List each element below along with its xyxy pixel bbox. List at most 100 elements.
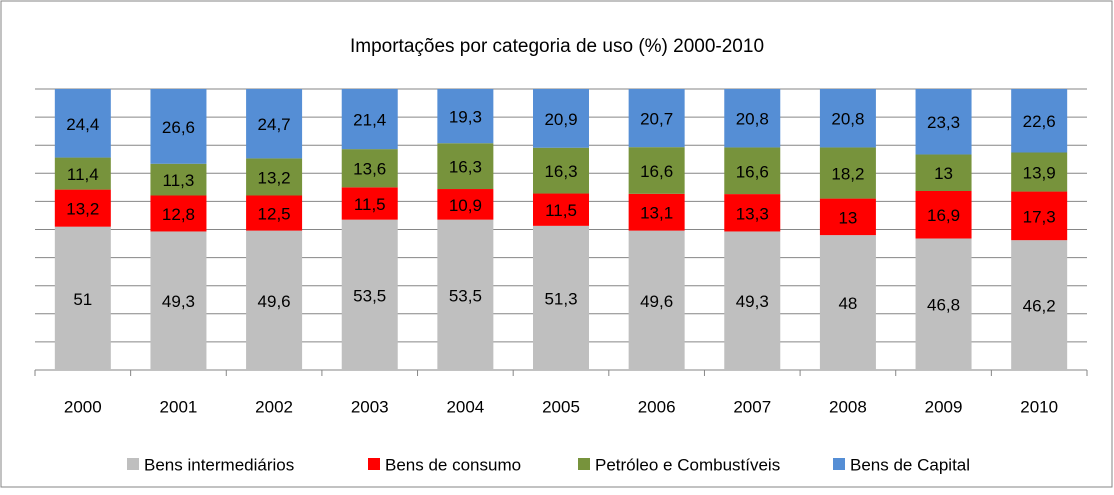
data-label: 13,2 <box>66 200 99 219</box>
bar-segment <box>533 147 589 194</box>
bar-segment <box>437 143 494 190</box>
data-label: 20,8 <box>831 110 864 129</box>
legend-label: Bens intermediários <box>144 455 294 474</box>
bar-segment <box>150 231 207 370</box>
bar-segment <box>246 195 303 231</box>
x-tick-label: 2010 <box>1020 397 1058 416</box>
bar-segment <box>437 219 494 370</box>
bar-segment <box>915 191 972 239</box>
bar-segment <box>915 238 972 370</box>
bar-segment <box>724 194 781 232</box>
bar-segment <box>1011 152 1068 192</box>
x-tick-label: 2009 <box>925 397 963 416</box>
data-label: 13,1 <box>640 204 673 223</box>
data-label: 20,9 <box>544 110 577 129</box>
bar-segment <box>246 158 303 196</box>
bar-segment <box>150 163 207 196</box>
bar-segment <box>819 89 876 148</box>
data-label: 26,6 <box>162 118 195 137</box>
x-tick-label: 2001 <box>160 397 198 416</box>
data-label: 17,3 <box>1023 207 1056 226</box>
bar-segment <box>54 157 111 190</box>
bar-segment <box>246 230 303 370</box>
data-label: 53,5 <box>449 286 482 305</box>
data-label: 51,3 <box>544 289 577 308</box>
data-label: 11,4 <box>67 165 99 184</box>
legend-swatch <box>127 458 139 470</box>
data-label: 11,5 <box>545 201 577 220</box>
x-tick-label: 2005 <box>542 397 580 416</box>
bar-segment <box>724 231 781 370</box>
data-label: 12,8 <box>162 205 195 224</box>
bar-segment <box>533 89 589 148</box>
bar-segment <box>628 89 685 148</box>
data-label: 46,8 <box>927 296 960 315</box>
data-label: 46,2 <box>1023 297 1056 316</box>
bar-segment <box>54 189 111 227</box>
bar-segment <box>150 89 207 164</box>
bar-segment <box>819 235 876 370</box>
data-label: 13 <box>838 208 857 227</box>
bar-segment <box>341 89 398 150</box>
data-label: 21,4 <box>353 111 386 130</box>
data-label: 13,9 <box>1023 164 1056 183</box>
x-tick-label: 2000 <box>64 397 102 416</box>
data-label: 12,5 <box>258 205 291 224</box>
bar-segment <box>54 226 111 370</box>
bar-segment <box>1011 240 1068 370</box>
legend-swatch <box>578 458 590 470</box>
bar-segment <box>628 147 685 194</box>
bar-segment <box>341 149 398 188</box>
bar-segment <box>724 89 781 148</box>
legend-label: Bens de consumo <box>385 455 521 474</box>
data-label: 49,3 <box>162 292 195 311</box>
x-tick-label: 2002 <box>255 397 293 416</box>
data-label: 53,5 <box>353 286 386 305</box>
data-label: 51 <box>73 290 92 309</box>
data-label: 16,3 <box>449 158 482 177</box>
data-label: 11,5 <box>354 195 386 214</box>
data-label: 13,6 <box>353 160 386 179</box>
bar-segment <box>341 187 398 220</box>
bar-segment <box>628 230 685 370</box>
bar-segment <box>819 147 876 199</box>
bar-segment <box>1011 89 1068 153</box>
data-label: 49,3 <box>736 292 769 311</box>
bar-segment <box>819 198 876 236</box>
bar-segment <box>724 147 781 195</box>
x-tick-label: 2006 <box>638 397 676 416</box>
legend-swatch <box>368 458 380 470</box>
chart-title: Importações por categoria de uso (%) 200… <box>350 36 764 57</box>
legend-label: Petróleo e Combustíveis <box>595 455 780 474</box>
bar-segment <box>246 89 303 159</box>
x-tick-label: 2004 <box>446 397 484 416</box>
legend-swatch <box>833 458 845 470</box>
data-label: 23,3 <box>927 113 960 132</box>
data-label: 16,6 <box>640 162 673 181</box>
bar-segment <box>533 225 589 370</box>
bar-segment <box>628 193 685 231</box>
bar-segment <box>915 154 972 192</box>
data-label: 16,9 <box>927 206 960 225</box>
bar-segment <box>437 189 494 220</box>
bar-segment <box>1011 191 1068 241</box>
x-tick-label: 2008 <box>829 397 867 416</box>
x-tick-label: 2003 <box>351 397 389 416</box>
bar-segment <box>341 219 398 370</box>
data-label: 13,3 <box>736 204 769 223</box>
data-label: 19,3 <box>449 108 482 127</box>
data-label: 24,7 <box>258 115 291 134</box>
bar-segment <box>150 195 207 232</box>
x-tick-label: 2007 <box>733 397 771 416</box>
data-label: 22,6 <box>1023 112 1056 131</box>
data-label: 18,2 <box>831 165 864 184</box>
bar-segment <box>54 89 111 158</box>
bar-segment <box>533 193 589 226</box>
data-label: 49,6 <box>640 292 673 311</box>
bar-segment <box>437 89 494 144</box>
data-label: 24,4 <box>66 115 99 134</box>
legend-label: Bens de Capital <box>850 455 970 474</box>
data-label: 13 <box>934 164 953 183</box>
data-label: 16,6 <box>736 162 769 181</box>
